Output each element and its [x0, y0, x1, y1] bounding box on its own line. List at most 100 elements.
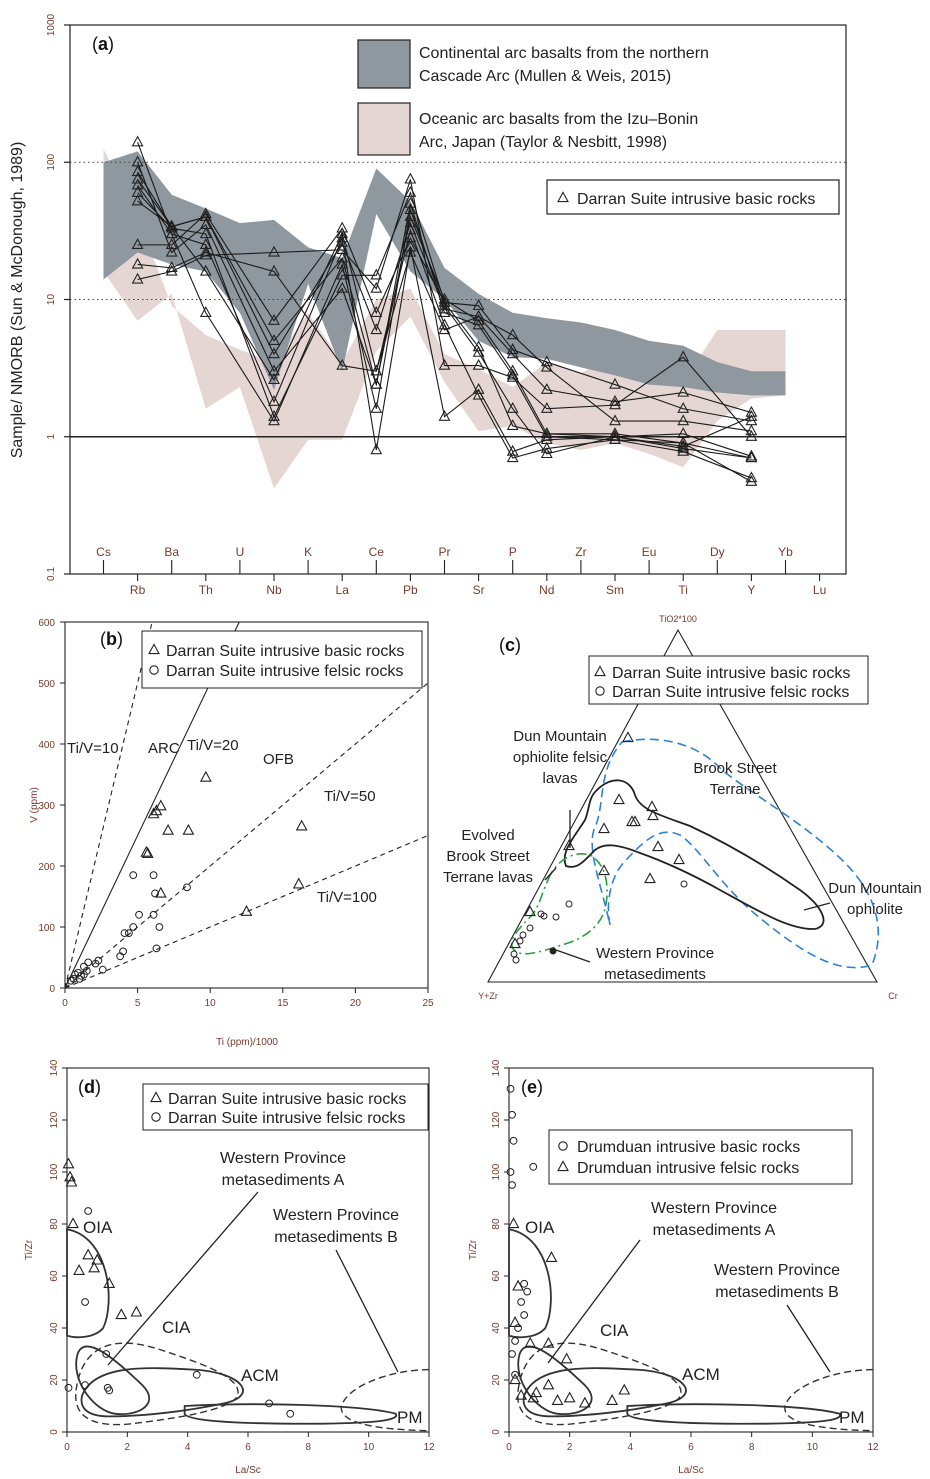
panel-e-x-axis-label: La/Sc — [678, 1465, 704, 1476]
felsic-point — [129, 923, 138, 931]
sample-marker — [472, 358, 485, 370]
panel-a-spider-diagram: 1000 100 10 1 0.1 Cs Ba U K Ce Pr P Zr Eu Dy Yb Rb Th Nb L… — [9, 13, 847, 597]
element-label: Lu — [813, 583, 826, 597]
sample-marker — [268, 373, 280, 384]
field-evolved-brook — [510, 853, 608, 955]
panel-d-western-b-2: metasediments B — [274, 1229, 398, 1246]
x-tick-label: 6 — [245, 1442, 251, 1453]
field-western-a — [517, 1342, 682, 1426]
sample-marker — [404, 203, 417, 214]
x-tick-label: 2 — [567, 1442, 573, 1453]
leader-dun — [803, 902, 831, 911]
sample-marker — [165, 221, 178, 233]
x-tick-label: 8 — [306, 1442, 312, 1453]
sample-line — [137, 171, 752, 432]
sample-marker — [438, 306, 451, 317]
panel-e-fields — [508, 1228, 874, 1432]
panel-e-field-cia: CIA — [600, 1321, 629, 1340]
ternary-triangle — [487, 628, 878, 983]
sample-marker — [540, 441, 553, 453]
y-tick-label: 40 — [491, 1322, 502, 1334]
label-dun-1: Dun Mountain — [828, 880, 921, 897]
label-western-2: metasediments — [604, 966, 706, 983]
basic-point — [62, 1157, 75, 1169]
felsic-point — [152, 944, 161, 953]
felsic-point — [75, 974, 84, 983]
basic-point — [511, 1337, 519, 1345]
sample-marker — [370, 281, 383, 293]
field-label-ofb: OFB — [263, 751, 294, 768]
felsic-point — [120, 929, 129, 937]
panel-e-field-pm: PM — [839, 1408, 865, 1427]
basic-point — [130, 1305, 143, 1317]
basic-point — [73, 1264, 85, 1275]
basic-point — [162, 823, 175, 835]
sample-marker — [677, 427, 690, 438]
sample-marker — [370, 306, 383, 317]
sample-marker — [131, 172, 144, 184]
sample-marker — [404, 185, 417, 197]
panel-c-legend-felsic-marker — [595, 686, 605, 696]
sample-marker — [131, 178, 144, 190]
sample-marker — [165, 245, 178, 257]
sample-marker — [677, 439, 690, 451]
sample-marker — [438, 358, 451, 370]
ratio-label-50: Ti/V=50 — [324, 788, 376, 805]
y-tick-label: 1 — [46, 434, 57, 440]
ratio-label-10: Ti/V=10 — [67, 740, 119, 757]
felsic-point — [515, 1388, 528, 1400]
y-tick-label: 60 — [49, 1270, 60, 1282]
sample-marker — [472, 340, 485, 352]
sample-marker — [540, 433, 553, 444]
sample-marker — [370, 401, 383, 413]
element-label: Th — [199, 583, 213, 597]
y-tick-label: 100 — [38, 923, 55, 934]
felsic-point — [183, 883, 191, 892]
sample-marker — [268, 394, 280, 406]
label-dun-felsic-2: ophiolite felsic — [513, 749, 608, 766]
felsic-point — [103, 1383, 112, 1392]
field-western-a — [75, 1342, 239, 1426]
sample-marker — [438, 409, 451, 421]
sample-marker — [131, 194, 144, 206]
felsic-point — [545, 1251, 558, 1262]
element-label: Pb — [403, 583, 418, 597]
basic-point — [240, 904, 253, 916]
panel-b-legend-box — [141, 630, 423, 689]
element-label: P — [509, 545, 517, 559]
apex-left-label: Y+Zr — [478, 991, 498, 1001]
sample-marker — [370, 268, 383, 280]
sample-marker — [540, 383, 553, 394]
basic-point — [88, 1261, 101, 1273]
y-tick-label: 20 — [491, 1374, 502, 1386]
panel-c-legend-box — [588, 655, 869, 705]
basic-point — [199, 770, 212, 782]
field-acm — [522, 1367, 687, 1418]
felsic-point — [135, 910, 143, 919]
y-tick-label: 400 — [38, 740, 55, 751]
felsic-point — [79, 970, 88, 979]
element-label: Sr — [473, 583, 485, 597]
sample-marker — [131, 238, 144, 250]
sample-marker — [472, 383, 485, 394]
sample-marker — [745, 451, 758, 463]
basic-point — [115, 1308, 128, 1320]
felsic-point — [606, 1394, 619, 1405]
felsic-point — [560, 1352, 573, 1364]
field-label-arc: ARC — [148, 740, 180, 757]
element-label: La — [336, 583, 350, 597]
panel-e-western-b-1: Western Province — [714, 1262, 840, 1279]
label-brook-2: Terrane — [710, 781, 761, 798]
legend-oceanic-line1: Oceanic arc basalts from the Izu–Bonin — [419, 111, 698, 128]
sample-marker — [609, 398, 621, 410]
element-label: Ce — [369, 545, 385, 559]
oceanic-arc-band — [103, 148, 786, 489]
c-felsic-point — [540, 912, 548, 920]
felsic-point — [527, 1391, 540, 1403]
sample-marker — [745, 424, 758, 436]
legend-basic-box — [546, 179, 840, 215]
basic-point — [292, 877, 305, 889]
